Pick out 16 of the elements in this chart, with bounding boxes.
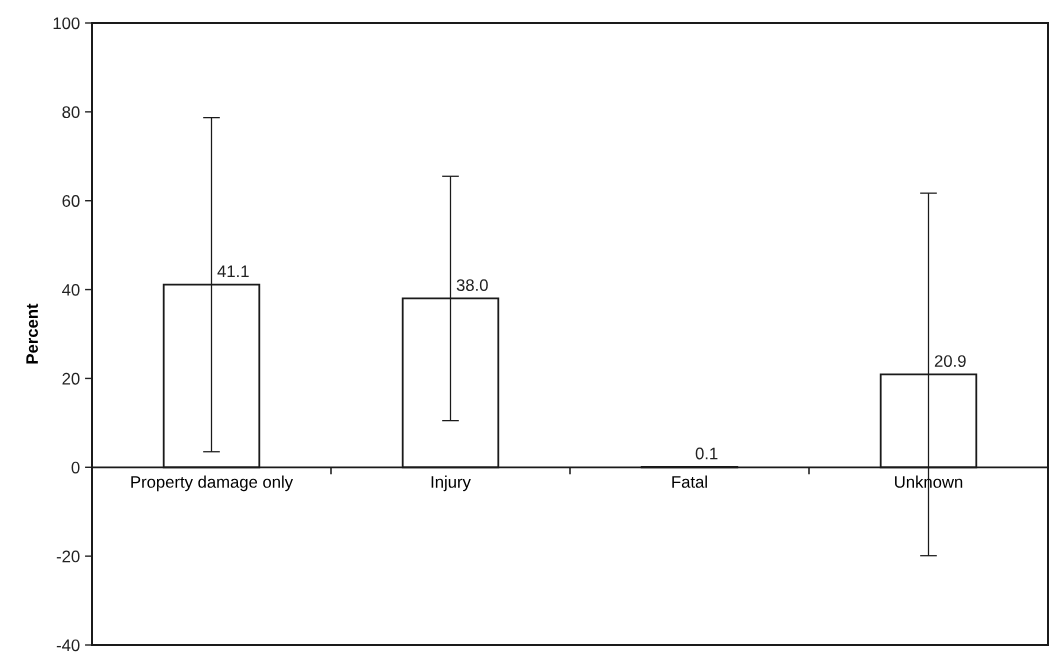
y-tick-label: 60 xyxy=(62,195,80,207)
y-tick-label: 100 xyxy=(53,17,80,30)
y-tick-label: 80 xyxy=(62,106,80,119)
data-label: 38.0 xyxy=(456,279,488,291)
y-tick-label: 20 xyxy=(62,372,80,385)
y-axis-title: Percent xyxy=(26,303,38,364)
x-tick-label: Injury xyxy=(431,475,471,492)
data-label: 0.1 xyxy=(695,447,718,460)
x-tick-label: Fatal xyxy=(672,475,707,488)
y-tick-label: 40 xyxy=(62,283,80,296)
y-tick-label: 0 xyxy=(71,461,80,474)
data-label: 20.9 xyxy=(934,355,966,367)
data-label: 41.1 xyxy=(217,265,249,278)
y-tick-label: -20 xyxy=(56,550,80,563)
y-tick-label: -40 xyxy=(56,639,80,652)
x-tick-label: Property damage only xyxy=(131,475,293,492)
